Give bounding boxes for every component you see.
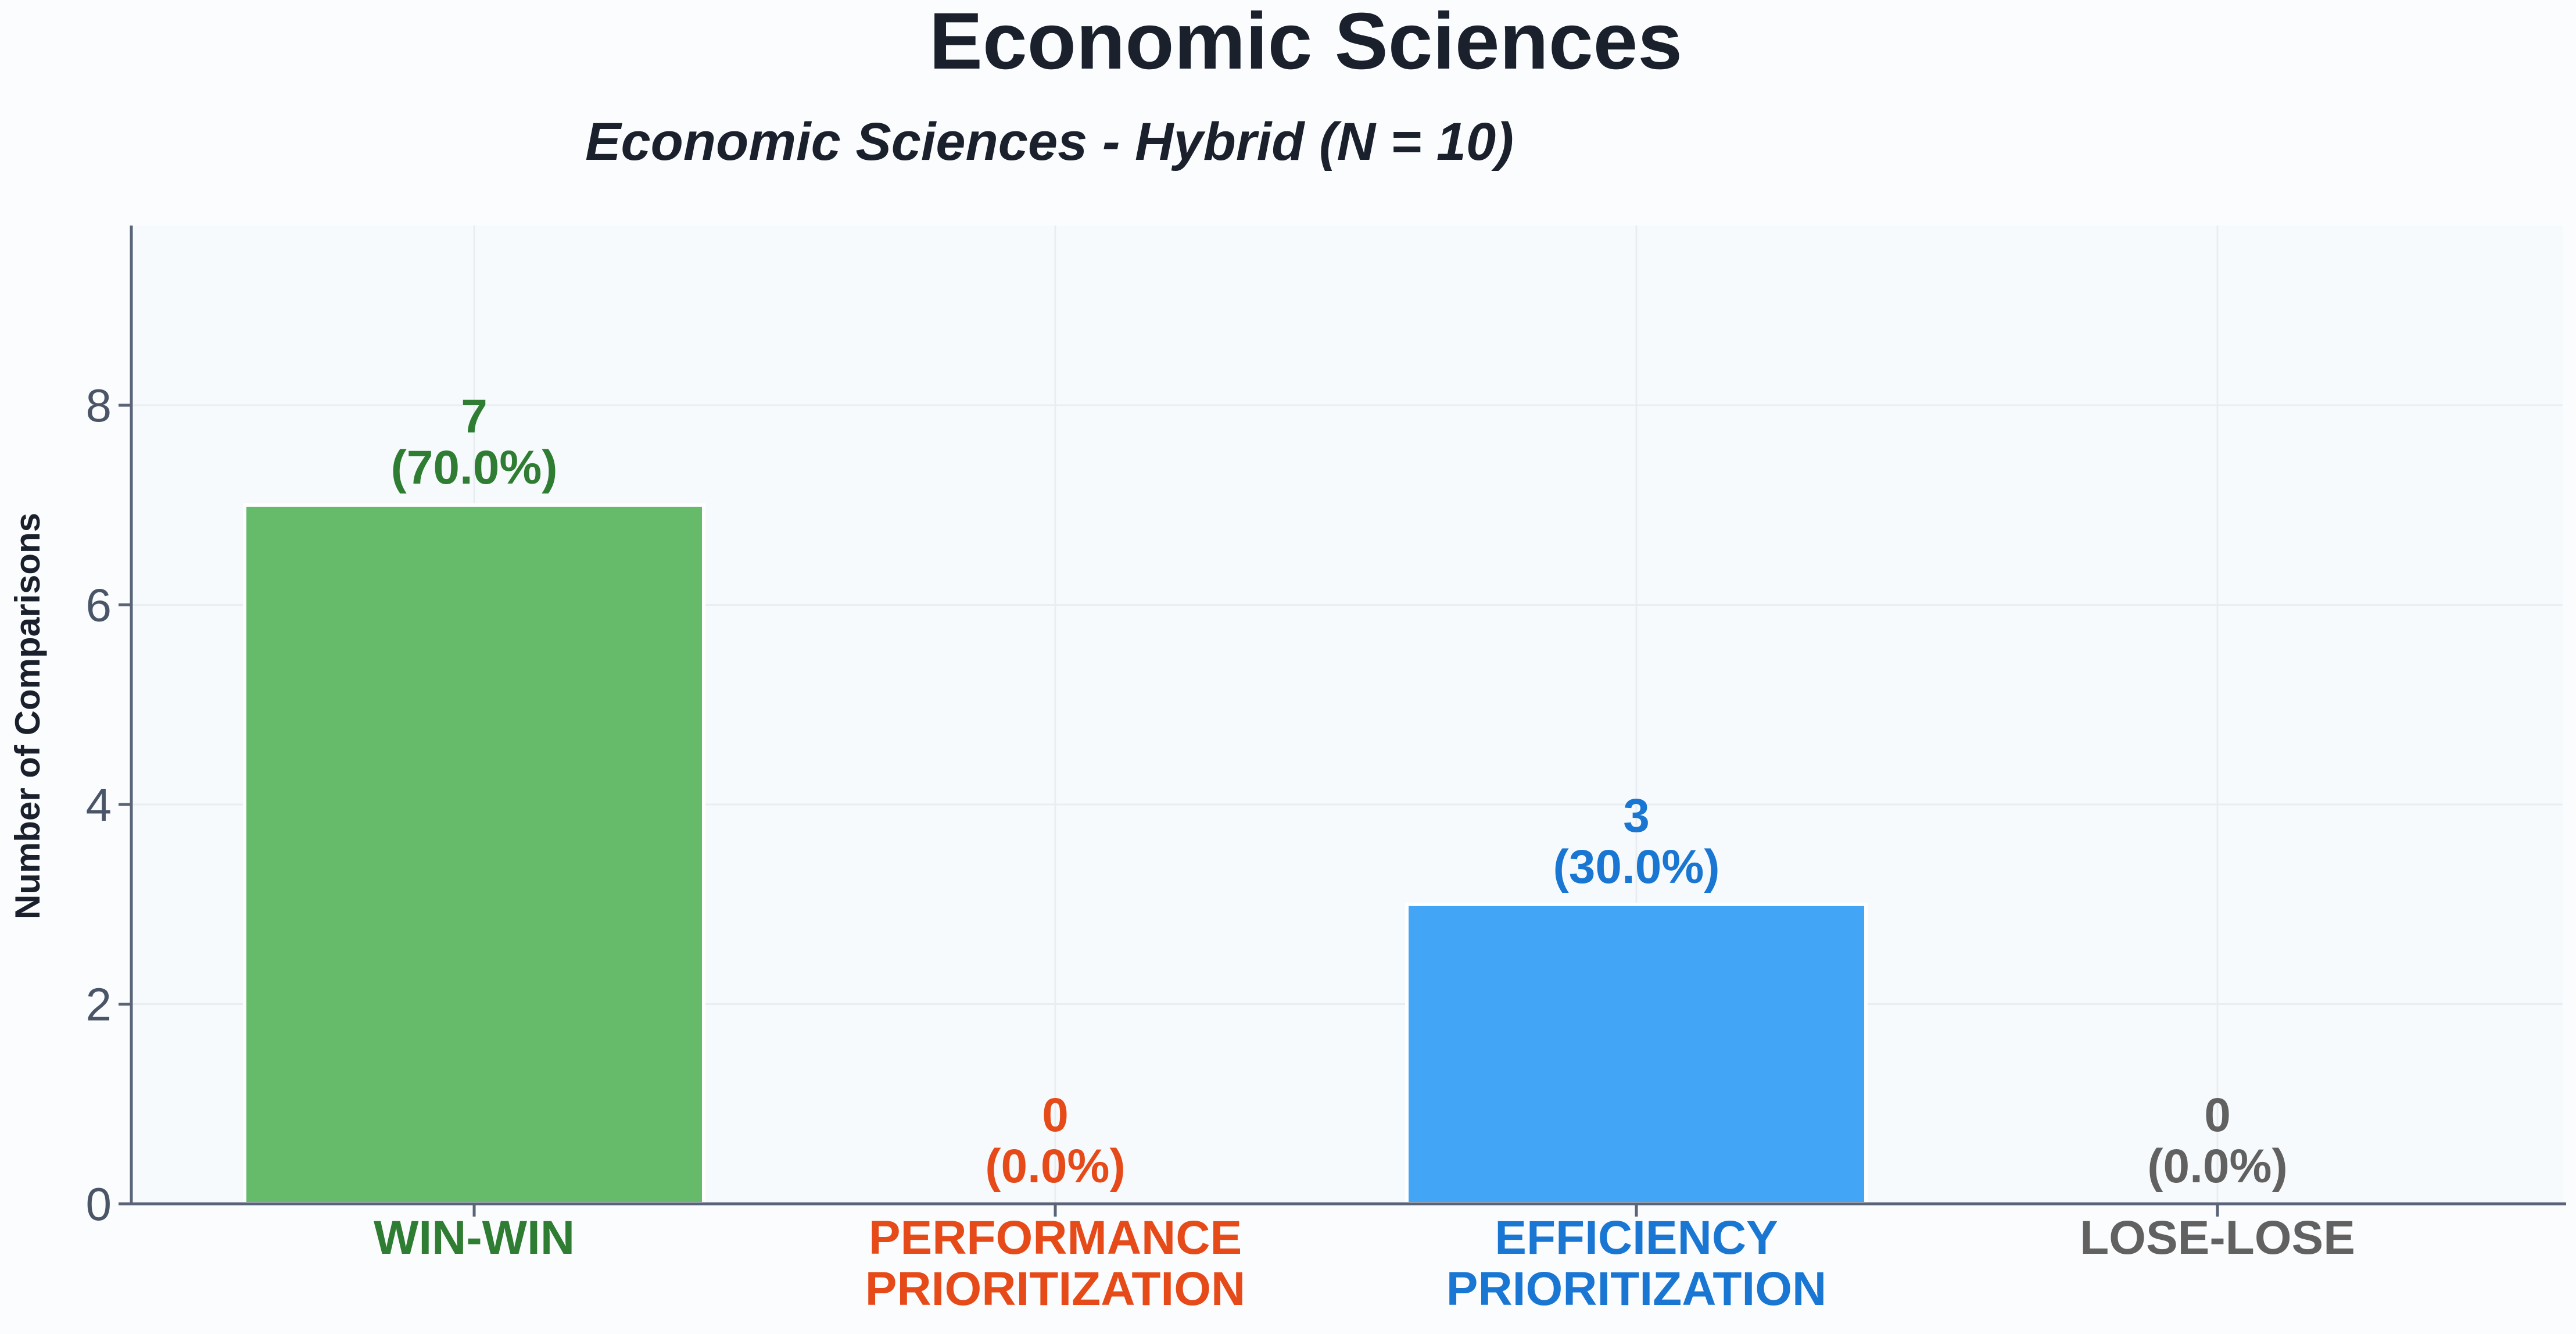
- x-tick-label: WIN-WIN: [374, 1211, 575, 1264]
- x-tick-label: LOSE-LOSE: [2080, 1211, 2355, 1264]
- bar: [1405, 902, 1868, 1206]
- x-tick-label-line2: PRIORITIZATION: [1446, 1263, 1826, 1315]
- data-labels: 7(70.0%)0(0.0%)3(30.0%)0(0.0%): [390, 390, 2287, 1193]
- y-tick-label: 6: [86, 580, 112, 631]
- bar: [243, 503, 705, 1206]
- chart-title: Economic Sciences: [929, 0, 1682, 86]
- data-label-value: 0: [2204, 1089, 2231, 1142]
- data-label-percent: (30.0%): [1553, 841, 1719, 893]
- y-tick-label: 0: [86, 1178, 112, 1230]
- data-label-value: 0: [1042, 1089, 1069, 1142]
- data-label-value: 7: [461, 390, 488, 443]
- y-tick-label: 4: [86, 779, 112, 831]
- data-label-value: 3: [1623, 789, 1650, 842]
- y-tick-label: 2: [86, 979, 112, 1031]
- y-tick-label: 8: [86, 380, 112, 431]
- x-tick-label: PERFORMANCE: [869, 1211, 1242, 1264]
- x-tick-label: EFFICIENCY: [1495, 1211, 1778, 1264]
- x-tick-label-line2: PRIORITIZATION: [865, 1263, 1245, 1315]
- data-label-percent: (0.0%): [2147, 1140, 2288, 1193]
- chart-subtitle: Economic Sciences - Hybrid (N = 10): [585, 112, 1514, 171]
- y-axis-label: Number of Comparisons: [8, 513, 47, 920]
- data-label-percent: (0.0%): [985, 1140, 1126, 1193]
- data-label-percent: (70.0%): [390, 441, 557, 494]
- bars: [243, 503, 1868, 1206]
